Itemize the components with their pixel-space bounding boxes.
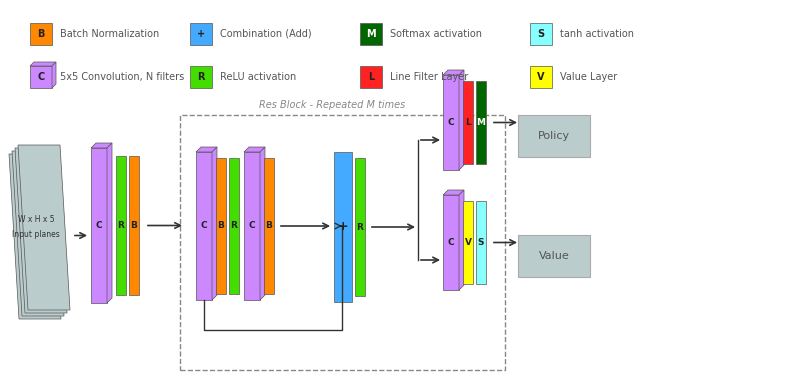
- Text: B: B: [130, 221, 138, 230]
- FancyBboxPatch shape: [334, 152, 352, 302]
- FancyBboxPatch shape: [190, 66, 212, 88]
- Polygon shape: [212, 147, 217, 300]
- Polygon shape: [12, 151, 64, 316]
- Polygon shape: [459, 190, 464, 290]
- Polygon shape: [30, 62, 56, 66]
- FancyBboxPatch shape: [530, 66, 552, 88]
- Text: Value Layer: Value Layer: [560, 72, 618, 82]
- Polygon shape: [260, 147, 265, 300]
- Text: W x H x 5: W x H x 5: [18, 215, 54, 224]
- Text: R: R: [230, 222, 238, 230]
- FancyBboxPatch shape: [360, 23, 382, 45]
- FancyBboxPatch shape: [476, 201, 486, 284]
- Text: V: V: [465, 238, 471, 247]
- Text: V: V: [538, 72, 545, 82]
- Text: B: B: [218, 222, 225, 230]
- Text: C: C: [448, 118, 454, 127]
- Text: 5x5 Convolution, N filters: 5x5 Convolution, N filters: [60, 72, 184, 82]
- Text: B: B: [38, 29, 45, 39]
- Text: tanh activation: tanh activation: [560, 29, 634, 39]
- Text: ReLU activation: ReLU activation: [220, 72, 296, 82]
- Polygon shape: [15, 148, 67, 313]
- Text: R: R: [357, 222, 363, 232]
- Text: C: C: [96, 221, 102, 230]
- Polygon shape: [196, 147, 217, 152]
- Text: S: S: [538, 29, 545, 39]
- Polygon shape: [18, 145, 70, 310]
- Polygon shape: [443, 190, 464, 195]
- FancyBboxPatch shape: [116, 156, 126, 295]
- Text: C: C: [448, 238, 454, 247]
- Polygon shape: [91, 143, 112, 148]
- Polygon shape: [244, 147, 265, 152]
- Text: C: C: [38, 72, 45, 82]
- FancyBboxPatch shape: [196, 152, 212, 300]
- FancyBboxPatch shape: [264, 158, 274, 294]
- FancyBboxPatch shape: [463, 81, 473, 164]
- Text: Input planes: Input planes: [12, 230, 60, 239]
- Text: Value: Value: [538, 251, 570, 261]
- Polygon shape: [459, 70, 464, 170]
- FancyBboxPatch shape: [30, 66, 52, 88]
- Text: Batch Normalization: Batch Normalization: [60, 29, 159, 39]
- FancyBboxPatch shape: [463, 201, 473, 284]
- FancyBboxPatch shape: [229, 158, 239, 294]
- Text: L: L: [465, 118, 471, 127]
- FancyBboxPatch shape: [476, 81, 486, 164]
- Text: +: +: [338, 220, 348, 234]
- FancyBboxPatch shape: [518, 235, 590, 277]
- Text: S: S: [478, 238, 484, 247]
- Text: C: C: [249, 222, 255, 230]
- FancyBboxPatch shape: [91, 148, 107, 303]
- Text: C: C: [201, 222, 207, 230]
- FancyBboxPatch shape: [355, 158, 365, 296]
- Text: Line Filter Layer: Line Filter Layer: [390, 72, 468, 82]
- Text: Res Block - Repeated M times: Res Block - Repeated M times: [259, 100, 406, 110]
- Text: B: B: [266, 222, 273, 230]
- FancyBboxPatch shape: [443, 195, 459, 290]
- FancyBboxPatch shape: [244, 152, 260, 300]
- Text: Policy: Policy: [538, 131, 570, 141]
- Polygon shape: [443, 70, 464, 75]
- Polygon shape: [107, 143, 112, 303]
- Polygon shape: [9, 154, 61, 319]
- Text: M: M: [477, 118, 486, 127]
- FancyBboxPatch shape: [360, 66, 382, 88]
- FancyBboxPatch shape: [129, 156, 139, 295]
- FancyBboxPatch shape: [190, 23, 212, 45]
- FancyBboxPatch shape: [518, 115, 590, 157]
- Text: +: +: [197, 29, 205, 39]
- FancyBboxPatch shape: [443, 75, 459, 170]
- Text: R: R: [198, 72, 205, 82]
- Text: Combination (Add): Combination (Add): [220, 29, 312, 39]
- FancyBboxPatch shape: [216, 158, 226, 294]
- Text: R: R: [118, 221, 125, 230]
- Text: L: L: [368, 72, 374, 82]
- FancyBboxPatch shape: [530, 23, 552, 45]
- Text: M: M: [366, 29, 376, 39]
- FancyBboxPatch shape: [30, 23, 52, 45]
- Text: Softmax activation: Softmax activation: [390, 29, 482, 39]
- Polygon shape: [52, 62, 56, 88]
